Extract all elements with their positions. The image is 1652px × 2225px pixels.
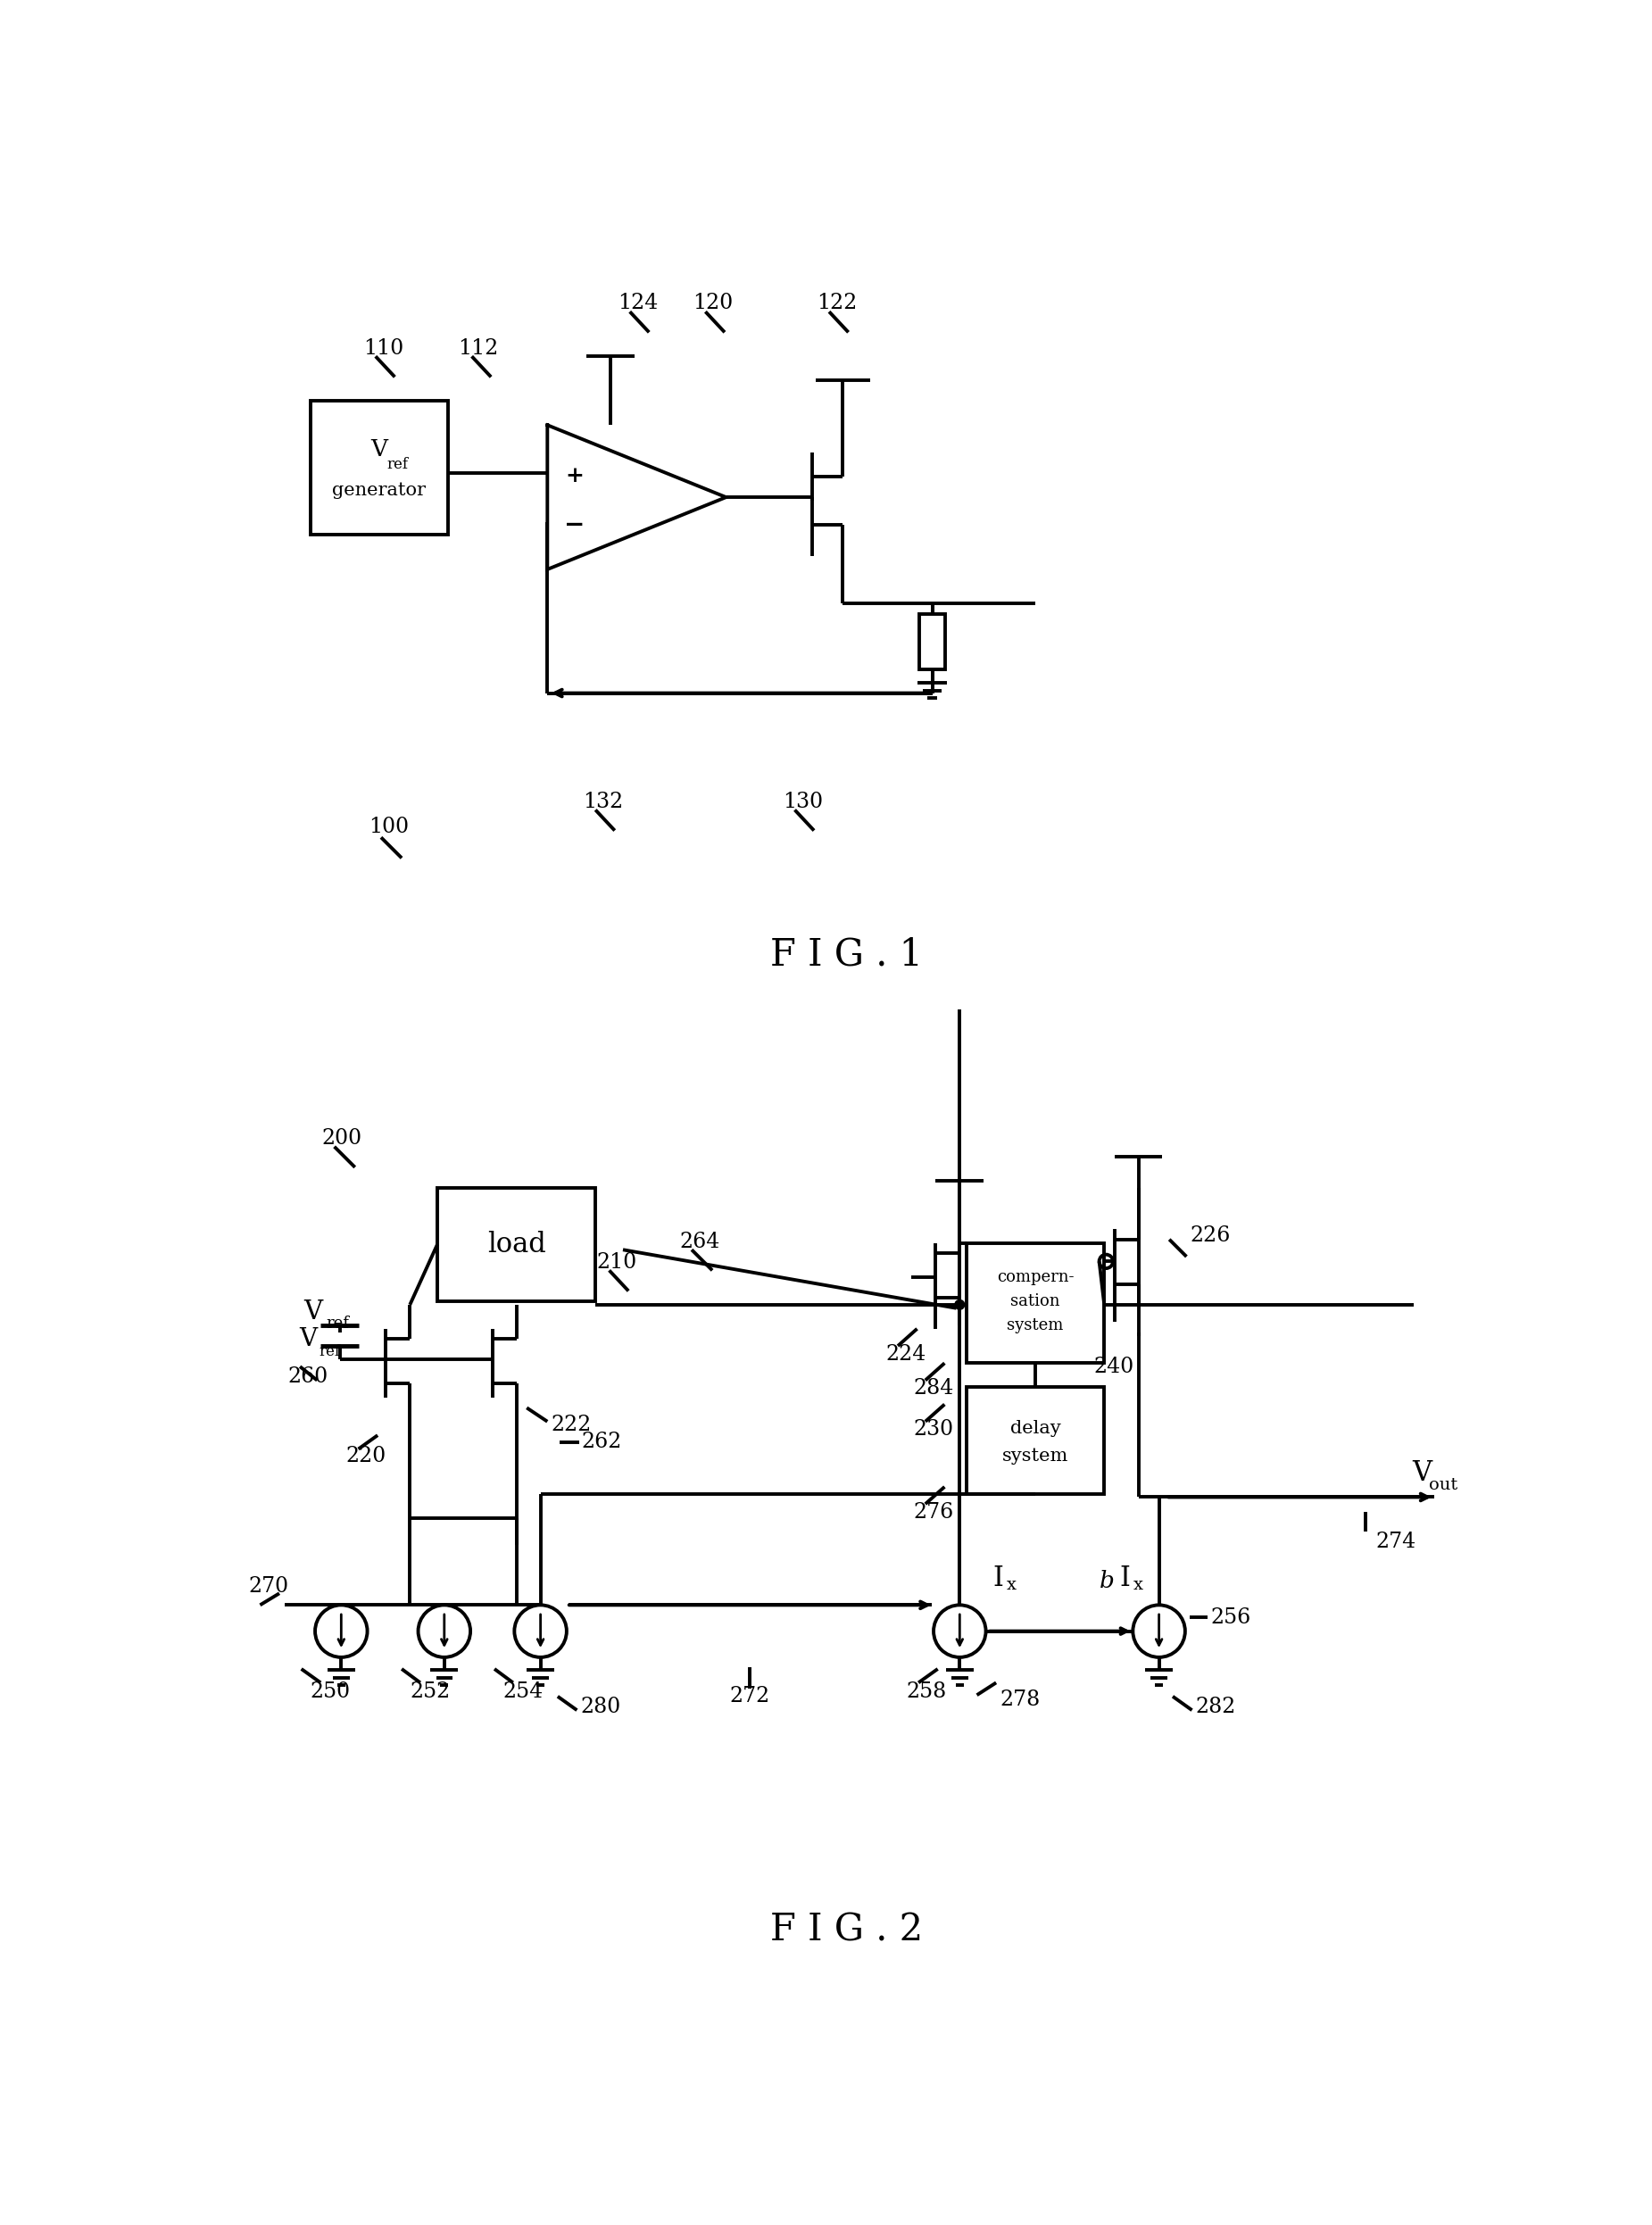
Text: 226: 226: [1189, 1226, 1231, 1246]
Text: 230: 230: [914, 1420, 953, 1440]
Text: V: V: [299, 1326, 317, 1351]
Text: 258: 258: [905, 1682, 947, 1702]
Text: 262: 262: [582, 1433, 623, 1453]
Text: 224: 224: [885, 1344, 927, 1364]
Bar: [919, 614, 945, 670]
Text: V: V: [370, 438, 388, 461]
Text: 280: 280: [580, 1695, 621, 1718]
Text: 284: 284: [914, 1377, 953, 1400]
Text: +: +: [565, 465, 585, 487]
Text: 264: 264: [679, 1230, 720, 1253]
Text: x: x: [1133, 1578, 1143, 1593]
Text: 222: 222: [550, 1415, 591, 1435]
Text: F I G . 1: F I G . 1: [770, 934, 922, 972]
Text: 270: 270: [248, 1575, 289, 1598]
Text: sation: sation: [1011, 1293, 1061, 1308]
Text: load: load: [487, 1230, 545, 1257]
Text: 130: 130: [783, 792, 823, 812]
Text: 122: 122: [816, 291, 857, 314]
Text: x: x: [1006, 1578, 1016, 1593]
Text: I: I: [993, 1564, 1003, 1593]
Text: 100: 100: [368, 817, 410, 837]
Text: 256: 256: [1211, 1606, 1251, 1629]
Text: ref: ref: [319, 1344, 340, 1359]
Bar: [438, 1188, 595, 1302]
Text: 200: 200: [322, 1128, 362, 1148]
Text: I: I: [1118, 1564, 1130, 1593]
Text: 112: 112: [458, 338, 499, 358]
Text: b: b: [1099, 1571, 1115, 1593]
Text: 220: 220: [345, 1446, 387, 1466]
Text: system: system: [1003, 1448, 1069, 1464]
Text: −: −: [565, 514, 585, 536]
Text: out: out: [1429, 1477, 1457, 1493]
Text: 240: 240: [1094, 1357, 1133, 1377]
Text: 282: 282: [1196, 1695, 1236, 1718]
Text: 276: 276: [914, 1502, 953, 1522]
Text: generator: generator: [332, 483, 426, 498]
Text: 260: 260: [287, 1366, 329, 1386]
Text: system: system: [1008, 1317, 1064, 1333]
Text: ref: ref: [387, 458, 408, 472]
Text: 272: 272: [730, 1687, 770, 1707]
Text: F I G . 2: F I G . 2: [770, 1911, 923, 1949]
Text: 110: 110: [363, 338, 403, 358]
Text: 132: 132: [583, 792, 623, 812]
Text: V: V: [304, 1299, 322, 1324]
Text: 278: 278: [999, 1689, 1041, 1711]
Text: 274: 274: [1376, 1531, 1416, 1553]
Text: 120: 120: [694, 291, 733, 314]
Bar: [311, 400, 448, 534]
Bar: [966, 1386, 1104, 1493]
Text: V: V: [1412, 1460, 1432, 1486]
Text: compern-: compern-: [996, 1268, 1074, 1286]
Text: 250: 250: [311, 1682, 350, 1702]
Text: 254: 254: [502, 1682, 544, 1702]
Text: 124: 124: [618, 291, 657, 314]
Text: ref: ref: [325, 1315, 349, 1333]
Bar: [966, 1244, 1104, 1364]
Text: 210: 210: [596, 1253, 638, 1273]
Circle shape: [955, 1299, 965, 1311]
Text: 252: 252: [410, 1682, 451, 1702]
Text: delay: delay: [1009, 1420, 1061, 1437]
